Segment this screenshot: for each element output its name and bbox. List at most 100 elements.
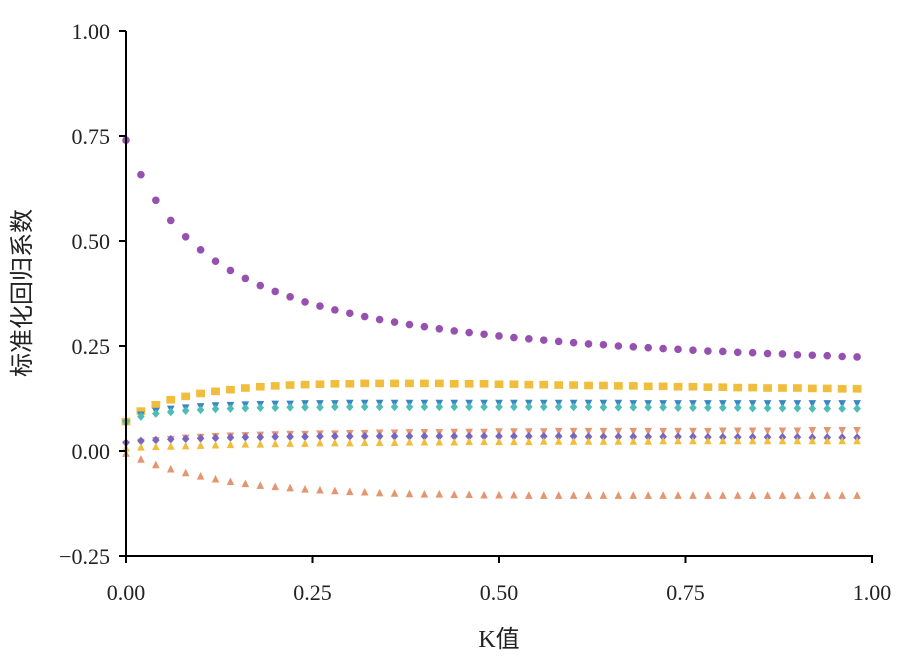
series-2-point	[643, 382, 653, 391]
series-1-point	[137, 170, 145, 179]
series-1-point	[450, 327, 459, 335]
x-tick-label: 0.00	[107, 580, 146, 605]
series-2	[121, 379, 862, 426]
series-5-point	[554, 427, 563, 436]
series-1-point	[166, 216, 175, 225]
series-4-point	[226, 404, 235, 413]
series-6-point	[226, 433, 235, 442]
series-5-point	[659, 427, 667, 436]
series-7-point	[719, 436, 727, 445]
series-6-point	[390, 432, 399, 441]
series-5-point	[853, 427, 861, 435]
series-4-point	[763, 403, 772, 413]
series-4-point	[465, 402, 473, 412]
series-8-point	[450, 490, 459, 499]
series-5-point	[614, 427, 623, 436]
series-1-point	[778, 350, 787, 358]
series-4-point	[450, 402, 459, 412]
series-6-point	[629, 432, 638, 442]
series-2-point	[255, 382, 265, 391]
series-4-point	[510, 402, 518, 412]
series-7-point	[480, 437, 488, 446]
series-1-point	[375, 315, 384, 324]
series-7-point	[793, 436, 802, 445]
series-7-point	[778, 436, 787, 445]
series-2-point	[658, 382, 668, 391]
series-1-point	[286, 293, 294, 301]
series-1	[122, 136, 861, 361]
series-6-point	[614, 432, 623, 442]
series-6-point	[181, 434, 190, 444]
series-8-point	[659, 491, 667, 499]
series-8-point	[838, 491, 846, 499]
series-8-point	[301, 485, 309, 493]
x-tick-label: 0.25	[293, 580, 332, 605]
series-4-point	[405, 402, 414, 412]
series-1-point	[346, 309, 354, 318]
series-7-point	[674, 436, 682, 445]
series-8-point	[241, 479, 250, 488]
series-8-point	[286, 483, 294, 492]
series-2-point	[166, 395, 176, 404]
series-2-point	[748, 383, 758, 392]
series-4-point	[674, 403, 682, 413]
series-7-point	[644, 437, 652, 445]
series-4-point	[390, 402, 399, 412]
series-8-point	[525, 491, 533, 499]
series-4-point	[808, 404, 817, 413]
series-6-point	[360, 432, 369, 441]
series-7	[122, 436, 861, 452]
series-4-point	[137, 412, 145, 421]
series-6-point	[375, 432, 384, 441]
series-7-point	[375, 438, 384, 446]
series-2-point	[599, 381, 608, 390]
series-3	[122, 399, 861, 428]
series-7-point	[525, 437, 533, 446]
series-5-point	[629, 427, 638, 436]
series-5-point	[584, 427, 593, 436]
series-1-point	[181, 233, 190, 241]
series-8	[122, 449, 861, 499]
series-8-point	[748, 491, 757, 499]
series-1-point	[510, 333, 518, 342]
series-4-point	[301, 403, 309, 412]
series-1-point	[465, 328, 473, 337]
series-4-point	[286, 403, 294, 412]
series-8-point	[793, 491, 802, 499]
series-7-point	[152, 442, 160, 451]
series-8-point	[539, 491, 548, 499]
series-4-point	[823, 404, 832, 413]
series-1-point	[152, 196, 160, 205]
series-1-point	[256, 281, 265, 290]
series-6-point	[465, 432, 473, 441]
series-4-point	[256, 403, 265, 413]
series-1-point	[435, 324, 444, 333]
series-1-point	[733, 348, 742, 357]
series-7-point	[539, 437, 548, 445]
series-1-point	[226, 266, 235, 275]
series-8-point	[644, 491, 652, 499]
series-1-point	[838, 352, 846, 361]
series-6-point	[241, 432, 250, 442]
series-7-point	[704, 436, 712, 445]
series-1-point	[554, 337, 563, 346]
series-8-point	[196, 471, 205, 480]
series-6-point	[510, 432, 518, 441]
series-2-point	[494, 380, 504, 389]
series-1-point	[196, 246, 205, 254]
series-2-point	[375, 379, 385, 388]
series-4-point	[659, 403, 667, 412]
series-1-point	[495, 332, 503, 340]
series-4-point	[554, 402, 563, 412]
series-5-point	[748, 427, 757, 436]
series-7-point	[599, 437, 608, 445]
y-axis-label: 标准化回归系数	[9, 209, 36, 377]
series-4	[122, 402, 861, 426]
series-2-point	[330, 380, 340, 388]
y-tick-label: 1.00	[72, 19, 111, 44]
series-2-point	[509, 380, 519, 389]
series-8-point	[226, 477, 235, 486]
series-2-point	[718, 383, 728, 391]
series-5-point	[763, 427, 772, 436]
